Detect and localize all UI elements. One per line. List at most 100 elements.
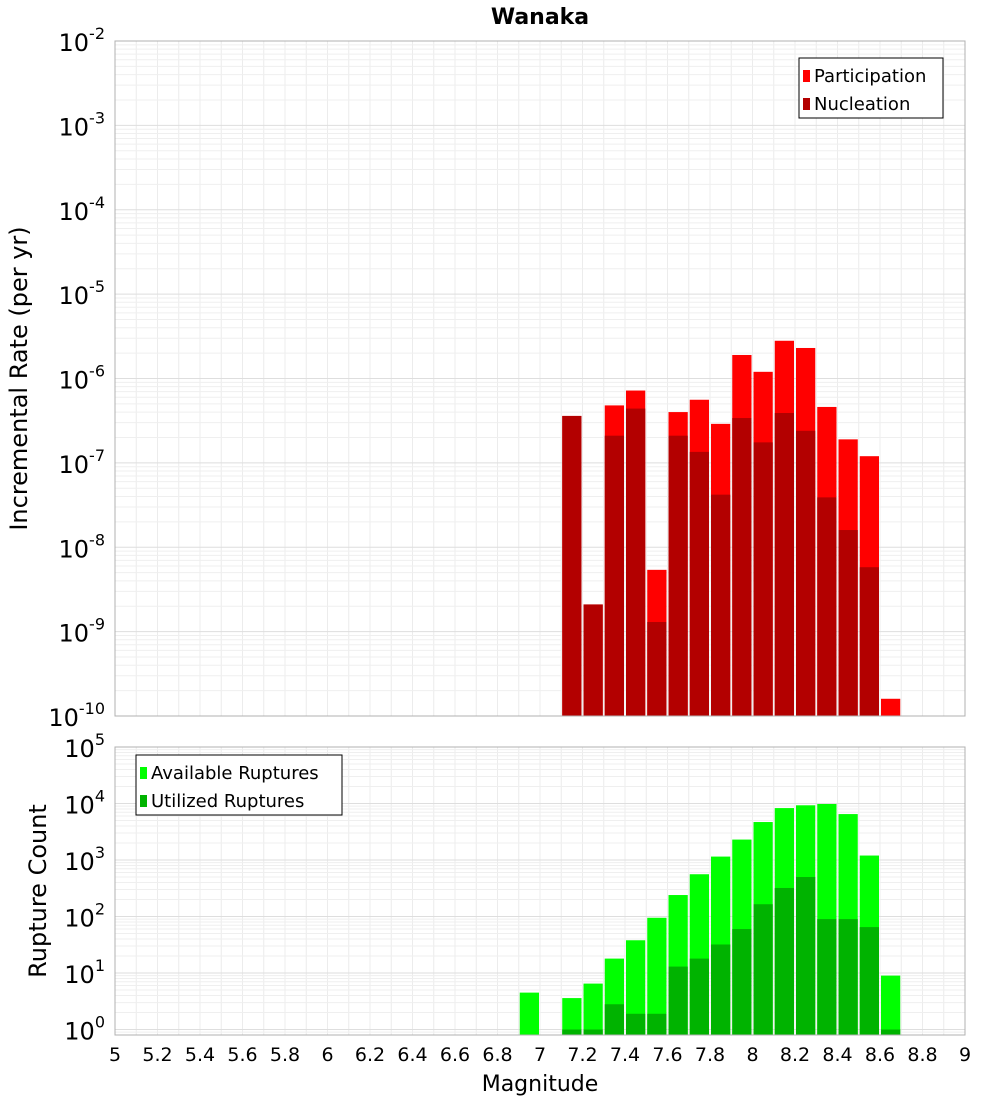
bar-utilized-ruptures: [562, 1029, 582, 1035]
legend-swatch: [140, 795, 147, 807]
x-tick-label: 8.2: [780, 1044, 810, 1066]
bar-utilized-ruptures: [711, 944, 731, 1035]
legend-label: Utilized Ruptures: [151, 791, 304, 812]
bar-nucleation: [838, 530, 858, 716]
bar-nucleation: [647, 622, 667, 716]
y-tick-label: 10-8: [59, 530, 106, 563]
bar-available-ruptures: [626, 940, 646, 1035]
chart-1: 10-10 10-9 10-8 10-7 10-6 10-5 10-4 10-3 10-2 Inc…: [5, 5, 966, 732]
bar-nucleation: [689, 451, 709, 716]
bar-utilized-ruptures: [668, 966, 688, 1035]
bar-nucleation: [562, 415, 582, 716]
x-tick-label: 9: [959, 1044, 971, 1066]
y-tick-label: 104: [64, 787, 105, 820]
y-tick-exponent: 4: [95, 787, 105, 806]
bar-utilized-ruptures: [753, 904, 773, 1035]
y-tick-label: 10-9: [59, 615, 106, 648]
y-tick-label: 10-7: [59, 446, 106, 479]
y-axis-label: Incremental Rate (per yr): [5, 226, 33, 530]
legend: Participation Nucleation: [798, 57, 944, 119]
bar-utilized-ruptures: [774, 887, 794, 1035]
legend-swatch: [803, 98, 810, 110]
y-tick-label: 105: [64, 730, 105, 763]
bar-nucleation: [626, 408, 646, 716]
bar-available-ruptures: [562, 998, 582, 1035]
bar-nucleation: [753, 442, 773, 716]
x-tick-label: 6.4: [397, 1044, 427, 1066]
legend-swatch: [140, 767, 147, 779]
y-tick-exponent: 2: [95, 900, 105, 919]
legend-box: [798, 57, 944, 119]
y-tick-exponent: -6: [89, 362, 105, 381]
bar-utilized-ruptures: [838, 919, 858, 1035]
x-tick-label: 7.8: [695, 1044, 725, 1066]
x-tick-label: 7.4: [610, 1044, 640, 1066]
bars: [562, 340, 901, 716]
plot-frame: [114, 746, 966, 1036]
x-tick-label: 8.4: [822, 1044, 852, 1066]
x-tick-label: 7: [534, 1044, 546, 1066]
plot-frame: [114, 40, 966, 717]
x-tick-label: 8.6: [865, 1044, 895, 1066]
bar-nucleation: [732, 418, 752, 716]
x-tick-label: 8.8: [907, 1044, 937, 1066]
y-tick-exponent: 5: [95, 730, 105, 749]
legend-label: Nucleation: [814, 94, 910, 115]
x-tick-label: 8: [746, 1044, 758, 1066]
y-tick-exponent: 0: [95, 1013, 105, 1032]
bar-available-ruptures: [583, 983, 603, 1035]
y-tick-exponent: -4: [89, 193, 105, 212]
bar-utilized-ruptures: [626, 1013, 646, 1035]
bar-nucleation: [583, 604, 603, 716]
legend-box: [135, 754, 343, 816]
y-tick-label: 10-6: [59, 362, 106, 395]
bar-nucleation: [604, 435, 624, 716]
y-tick-exponent: -7: [89, 446, 105, 465]
y-tick-label: 10-2: [59, 24, 106, 57]
bar-utilized-ruptures: [817, 919, 837, 1035]
x-axis-label: Magnitude: [482, 1072, 599, 1097]
bar-nucleation: [859, 567, 879, 716]
legend-label: Available Ruptures: [151, 763, 319, 784]
x-tick-label: 5.4: [185, 1044, 215, 1066]
bar-nucleation: [711, 494, 731, 716]
chart-title: Wanaka: [491, 5, 589, 30]
bar-available-ruptures: [881, 975, 901, 1035]
y-tick-label: 101: [64, 956, 105, 989]
y-tick-label: 10-10: [48, 699, 105, 732]
x-tick-label: 5.2: [142, 1044, 172, 1066]
bar-utilized-ruptures: [647, 1013, 667, 1035]
bar-utilized-ruptures: [732, 929, 752, 1035]
bar-utilized-ruptures: [796, 877, 816, 1035]
bar-utilized-ruptures: [689, 958, 709, 1035]
y-axis-label: Rupture Count: [24, 804, 52, 978]
y-tick-exponent: 3: [95, 843, 105, 862]
bar-available-ruptures: [647, 917, 667, 1035]
legend: Available Ruptures Utilized Ruptures: [135, 754, 343, 816]
y-tick-label: 102: [64, 900, 105, 933]
x-tick-label: 6.8: [482, 1044, 512, 1066]
y-tick-exponent: -9: [89, 615, 105, 634]
bar-participation: [881, 698, 901, 716]
bar-available-ruptures: [519, 992, 539, 1035]
y-tick-label: 10-3: [59, 108, 106, 141]
x-tick-label: 7.2: [567, 1044, 597, 1066]
bars: [519, 804, 901, 1035]
y-tick-exponent: -3: [89, 108, 105, 127]
y-tick-exponent: -5: [89, 277, 105, 296]
y-tick-exponent: -8: [89, 530, 105, 549]
bar-utilized-ruptures: [604, 1004, 624, 1035]
legend-swatch: [803, 70, 810, 82]
x-tick-label: 5.8: [270, 1044, 300, 1066]
y-tick-label: 10-4: [59, 193, 106, 226]
y-tick-label: 100: [64, 1013, 105, 1046]
bar-nucleation: [774, 413, 794, 716]
bar-utilized-ruptures: [881, 1029, 901, 1035]
x-tick-label: 7.6: [652, 1044, 682, 1066]
y-tick-label: 10-5: [59, 277, 106, 310]
y-tick-label: 103: [64, 843, 105, 876]
bar-nucleation: [796, 430, 816, 716]
bar-utilized-ruptures: [583, 1029, 603, 1035]
